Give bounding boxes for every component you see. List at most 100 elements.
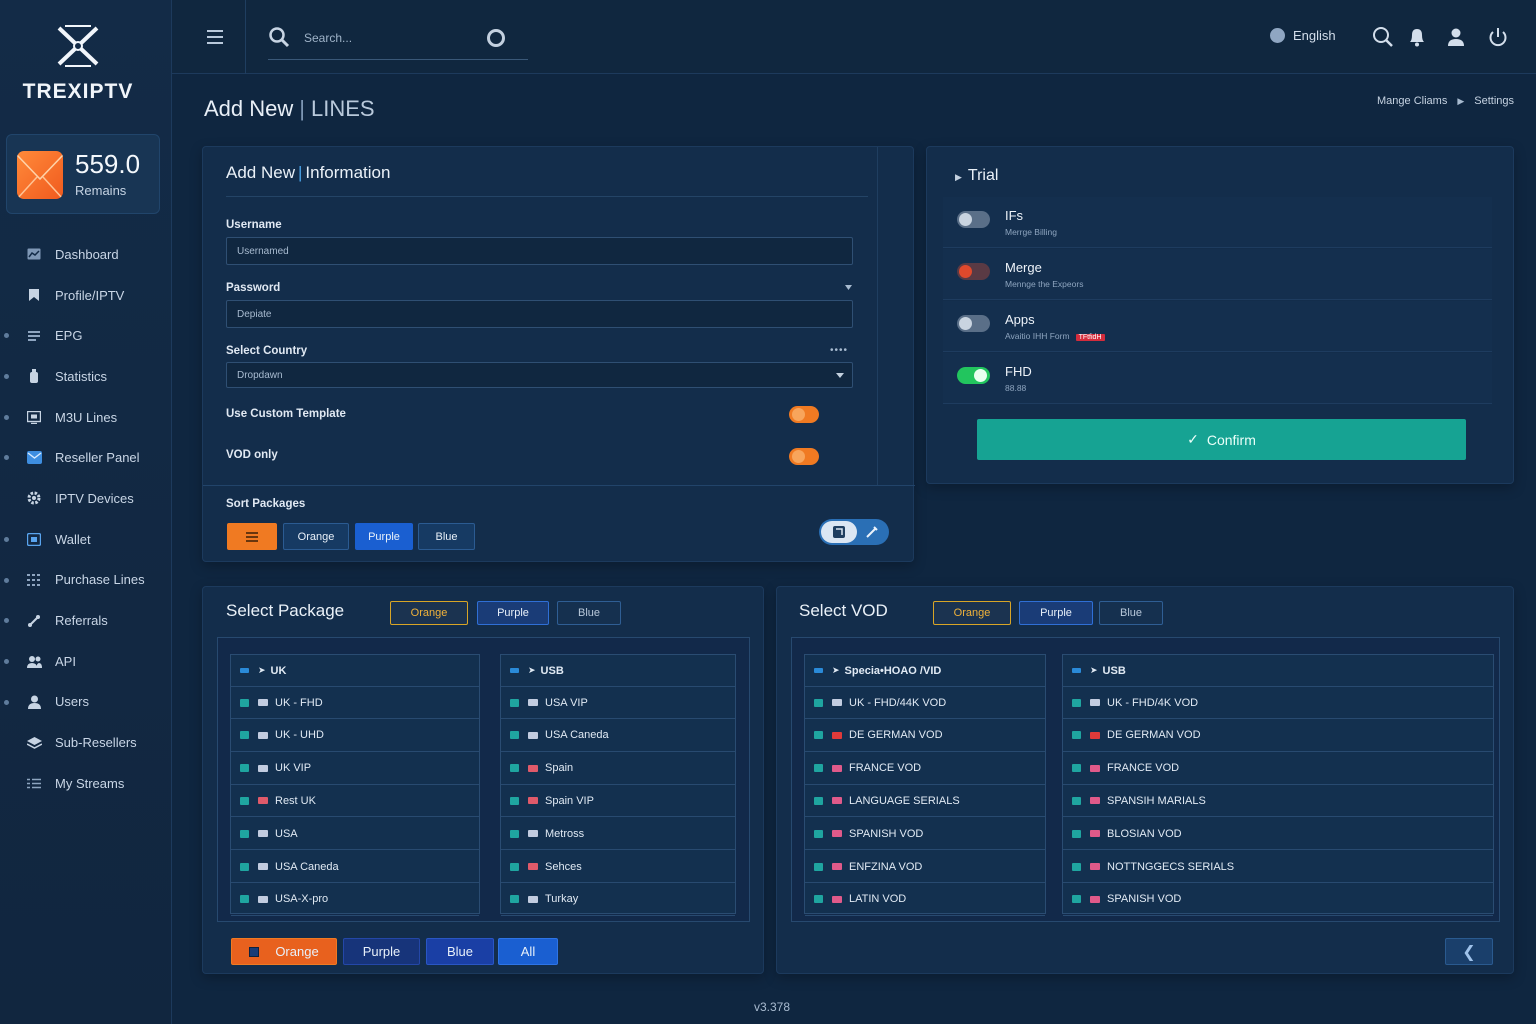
checkbox-checked-icon[interactable] [814,796,823,805]
sort-handle-button[interactable] [227,523,277,550]
list-item[interactable]: UK - UHD [231,720,479,752]
user-icon[interactable] [1445,26,1467,48]
search-icon[interactable] [1372,26,1394,48]
sidebar-item-users[interactable]: Users [0,682,172,723]
vod-only-toggle[interactable] [789,448,819,465]
footer-purple-button[interactable]: Purple [343,938,420,965]
view-mode-toggle[interactable] [819,519,889,545]
vod-tab-orange[interactable]: Orange [933,601,1011,625]
sidebar-item-my-streams[interactable]: My Streams [0,763,172,804]
list-item[interactable]: Turkay [501,884,735,916]
checkbox-checked-icon[interactable] [240,764,249,773]
checkbox-checked-icon[interactable] [510,764,519,773]
footer-blue-button[interactable]: Blue [426,938,494,965]
power-icon[interactable] [1487,26,1509,48]
list-item[interactable]: UK - FHD/4K VOD [1063,687,1493,719]
list-item[interactable]: NOTTNGGECS SERIALS [1063,851,1493,883]
list-item[interactable]: Metross [501,818,735,851]
checkbox-checked-icon[interactable] [510,796,519,805]
package-tab-purple[interactable]: Purple [477,601,549,625]
footer-orange-button[interactable]: Orange [231,938,337,965]
list-item[interactable]: SPANISH VOD [805,818,1045,851]
list-item[interactable]: SPANISH VOD [1063,884,1493,916]
sidebar-item-m3u-lines[interactable]: M3U Lines [0,397,172,438]
hamburger-menu-icon[interactable] [206,29,224,45]
sidebar-item-iptv-devices[interactable]: IPTV Devices [0,478,172,519]
sidebar-item-purchase-lines[interactable]: Purchase Lines [0,560,172,601]
list-header-row[interactable]: ➤ USB [501,655,735,687]
vod-tab-purple[interactable]: Purple [1019,601,1093,625]
sidebar-item-epg[interactable]: EPG [0,315,172,356]
checkbox-checked-icon[interactable] [1072,895,1081,904]
list-header-row[interactable]: ➤ UK [231,655,479,687]
sidebar-item-statistics[interactable]: Statistics [0,356,172,397]
confirm-button[interactable]: ✓ Confirm [977,419,1466,460]
list-item[interactable]: SPANSIH MARIALS [1063,785,1493,818]
list-item[interactable]: DE GERMAN VOD [1063,720,1493,752]
brand-logo[interactable]: TREXIPTV [0,24,156,104]
caret-down-icon[interactable] [845,285,852,290]
checkbox-checked-icon[interactable] [1072,862,1081,871]
checkbox-checked-icon[interactable] [814,895,823,904]
list-header-row[interactable]: ➤ Specia•HOAO /VID [805,655,1045,687]
sidebar-item-dashboard[interactable]: Dashboard [0,234,172,275]
checkbox-checked-icon[interactable] [240,829,249,838]
checkbox-checked-icon[interactable] [814,862,823,871]
sidebar-item-profile-iptv[interactable]: Profile/IPTV [0,275,172,316]
package-tab-orange[interactable]: Orange [390,601,468,625]
search-input[interactable] [304,28,474,48]
list-item[interactable]: LATIN VOD [805,884,1045,916]
language-selector[interactable]: English [1270,28,1336,43]
trial-toggle[interactable] [957,263,990,280]
checkbox-checked-icon[interactable] [240,895,249,904]
checkbox-checked-icon[interactable] [1072,698,1081,707]
search-icon[interactable] [268,26,290,48]
sidebar-item-sub-resellers[interactable]: Sub-Resellers [0,722,172,763]
sort-chip-orange[interactable]: Orange [283,523,349,550]
trial-toggle[interactable] [957,367,990,384]
checkbox-checked-icon[interactable] [814,698,823,707]
sidebar-item-reseller-panel[interactable]: Reseller Panel [0,437,172,478]
checkbox-checked-icon[interactable] [814,731,823,740]
list-item[interactable]: UK - FHD [231,687,479,719]
username-input[interactable] [226,237,853,265]
checkbox-checked-icon[interactable] [510,731,519,740]
checkbox-checked-icon[interactable] [240,862,249,871]
list-item[interactable]: USA VIP [501,687,735,719]
breadcrumb-item[interactable]: Settings [1474,95,1514,107]
checkbox-checked-icon[interactable] [510,895,519,904]
list-item[interactable]: Spain VIP [501,785,735,818]
checkbox-checked-icon[interactable] [1072,829,1081,838]
checkbox-checked-icon[interactable] [1072,731,1081,740]
previous-page-button[interactable]: ❮ [1445,938,1493,965]
checkbox-checked-icon[interactable] [1072,796,1081,805]
trial-panel-title[interactable]: ▶ Trial [955,167,998,185]
checkbox-checked-icon[interactable] [510,698,519,707]
sidebar-item-referrals[interactable]: Referrals [0,600,172,641]
list-item[interactable]: Rest UK [231,785,479,818]
trial-toggle[interactable] [957,211,990,228]
checkbox-checked-icon[interactable] [240,796,249,805]
bell-icon[interactable] [1406,26,1428,48]
footer-all-button[interactable]: All [498,938,558,965]
list-item[interactable]: USA [231,818,479,851]
password-input[interactable] [226,300,853,328]
list-item[interactable]: FRANCE VOD [1063,753,1493,785]
list-item[interactable]: FRANCE VOD [805,753,1045,785]
list-header-row[interactable]: ➤ USB [1063,655,1493,687]
list-item[interactable]: UK - FHD/44K VOD [805,687,1045,719]
list-item[interactable]: DE GERMAN VOD [805,720,1045,752]
custom-template-toggle[interactable] [789,406,819,423]
checkbox-checked-icon[interactable] [240,698,249,707]
list-item[interactable]: USA-X-pro [231,884,479,916]
list-item[interactable]: USA Caneda [501,720,735,752]
trial-toggle[interactable] [957,315,990,332]
checkbox-checked-icon[interactable] [240,731,249,740]
list-item[interactable]: LANGUAGE SERIALS [805,785,1045,818]
breadcrumb-item[interactable]: Mange Cliams [1377,95,1448,107]
list-item[interactable]: BLOSIAN VOD [1063,818,1493,851]
list-item[interactable]: UK VIP [231,753,479,785]
sort-chip-blue[interactable]: Blue [418,523,475,550]
sort-chip-purple[interactable]: Purple [355,523,413,550]
country-dropdown[interactable]: Dropdawn [226,362,853,388]
